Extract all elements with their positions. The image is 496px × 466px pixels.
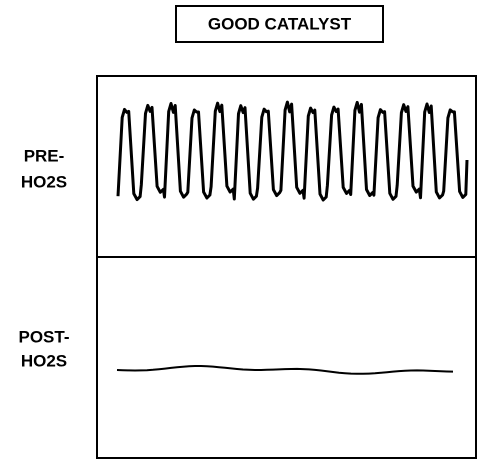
panel-label: POST- [18, 327, 69, 346]
panel-label: HO2S [21, 351, 67, 370]
title-box [175, 5, 384, 43]
title: GOOD CATALYST [208, 14, 352, 33]
scope-frame [96, 75, 477, 459]
pre-sensor-trace [116, 100, 469, 202]
post-sensor-trace [116, 365, 454, 375]
panel-label: HO2S [21, 172, 67, 191]
panel-label: PRE- [24, 146, 65, 165]
